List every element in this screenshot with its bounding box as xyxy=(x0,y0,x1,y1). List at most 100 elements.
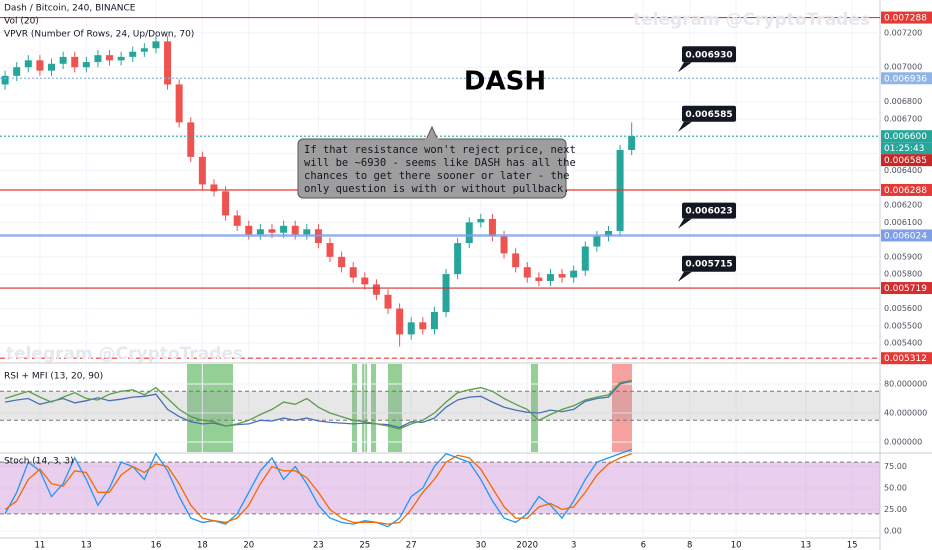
countdown-box xyxy=(881,142,932,155)
candle-body xyxy=(175,84,183,123)
callout-label: 0.005715 xyxy=(685,260,732,270)
marks xyxy=(0,16,880,528)
indicator-line xyxy=(4,380,632,429)
oversold-zone xyxy=(352,364,357,452)
candle-body xyxy=(82,62,90,68)
countdown: 01:25:43 xyxy=(884,144,924,154)
candle-body xyxy=(187,122,195,157)
oversold-zone xyxy=(371,364,376,452)
callout-box xyxy=(682,105,736,122)
price-label: 0.006024 xyxy=(884,231,927,241)
price-label: 0.007288 xyxy=(884,14,927,24)
candle-body xyxy=(546,274,554,281)
y-tick-label: 0.00 xyxy=(884,527,902,536)
y-tick-label: 40.000000 xyxy=(884,409,927,418)
indicator-legend: RSI + MFI (13, 20, 90) xyxy=(4,372,103,382)
x-tick-label: 6 xyxy=(641,541,646,550)
watermark: telegram @CryptoTrades xyxy=(633,10,870,30)
oversold-zone xyxy=(187,364,233,452)
y-tick-label: 0.005400 xyxy=(884,339,922,348)
x-tick-label: 15 xyxy=(847,541,858,550)
candle-body xyxy=(129,51,137,57)
candle-body xyxy=(59,56,67,64)
candle-body xyxy=(256,229,264,235)
price-label: 0.006585 xyxy=(884,156,927,166)
annotation-joint xyxy=(425,138,439,141)
callout-tail xyxy=(678,62,692,73)
band-fill xyxy=(0,462,880,514)
indicator-legend: Vol (20) xyxy=(4,17,39,27)
candle-body xyxy=(164,41,172,85)
price-label-box xyxy=(881,154,932,167)
annotation-line: only question is with or without pullbac… xyxy=(304,183,570,195)
x-tick-label: 25 xyxy=(359,541,370,550)
x-tick-label: 13 xyxy=(800,541,811,550)
candle-body xyxy=(558,274,566,278)
price-label-box xyxy=(881,282,932,295)
price-label-box xyxy=(881,72,932,85)
candle-body xyxy=(94,55,102,63)
callout-box xyxy=(682,202,736,219)
candle-body xyxy=(512,253,520,268)
y-tick-label: 0.007000 xyxy=(884,63,922,72)
candle-body xyxy=(465,222,473,244)
candle-body xyxy=(117,56,125,61)
symbol-legend: Dash / Bitcoin, 240, BINANCE xyxy=(4,4,136,14)
y-tick-label: 0.005800 xyxy=(884,270,922,279)
candle-body xyxy=(442,274,450,313)
candle-body xyxy=(593,236,601,247)
candle-body xyxy=(396,308,404,335)
callout-tail xyxy=(678,271,692,282)
annotation-line: will be ~6930 - seems like DASH has all … xyxy=(304,157,576,169)
callout-box xyxy=(682,46,736,63)
y-tick-label: 0.000000 xyxy=(884,437,922,446)
price-label: 0.006600 xyxy=(884,132,927,142)
y-tick-label: 0.006200 xyxy=(884,201,922,210)
candle-body xyxy=(604,230,612,237)
price-label-box xyxy=(881,229,932,242)
candle-body xyxy=(48,63,56,71)
candle-body xyxy=(1,75,9,85)
candle-body xyxy=(280,225,288,233)
indicator-legend: VPVR (Number Of Rows, 24, Up/Down, 70) xyxy=(4,30,194,40)
y-tick-label: 0.007200 xyxy=(884,28,922,37)
candle-body xyxy=(407,322,415,335)
candle-body xyxy=(523,267,531,278)
candle-body xyxy=(222,191,230,216)
candle-body xyxy=(500,236,508,254)
x-tick-label: 11 xyxy=(35,541,46,550)
x-tick-label: 10 xyxy=(731,541,742,550)
callout-tail xyxy=(678,121,692,132)
x-tick-label: 2020 xyxy=(516,541,538,550)
candle-body xyxy=(570,270,578,278)
candle-body xyxy=(233,215,241,226)
price-label: 0.005312 xyxy=(884,354,927,364)
indicator-line xyxy=(4,379,632,430)
y-tick-label: 0.005500 xyxy=(884,321,922,330)
x-tick-label: 16 xyxy=(151,541,162,550)
price-label-box xyxy=(881,352,932,365)
rsi-highlights xyxy=(187,364,632,452)
candle-body xyxy=(535,277,543,281)
candle-body xyxy=(24,60,32,68)
candle-body xyxy=(454,243,462,275)
candle-body xyxy=(628,136,636,150)
candle-body xyxy=(303,229,311,235)
y-tick-label: 75.00 xyxy=(884,462,907,471)
candle-body xyxy=(140,48,148,52)
y-tick-label: 0.005600 xyxy=(884,304,922,313)
price-label: 0.005719 xyxy=(884,284,927,294)
candle-body xyxy=(338,256,346,268)
y-tick-label: 0.006700 xyxy=(884,114,922,123)
chart-title: DASH xyxy=(464,67,546,97)
watermark: telegram @CryptoTrades xyxy=(6,344,243,364)
x-tick-label: 30 xyxy=(475,541,486,550)
candle-body xyxy=(419,322,427,330)
x-tick-label: 20 xyxy=(243,541,254,550)
callout-box xyxy=(682,255,736,272)
candle-body xyxy=(36,60,44,71)
callout-label: 0.006023 xyxy=(685,207,732,217)
x-tick-label: 13 xyxy=(81,541,92,550)
